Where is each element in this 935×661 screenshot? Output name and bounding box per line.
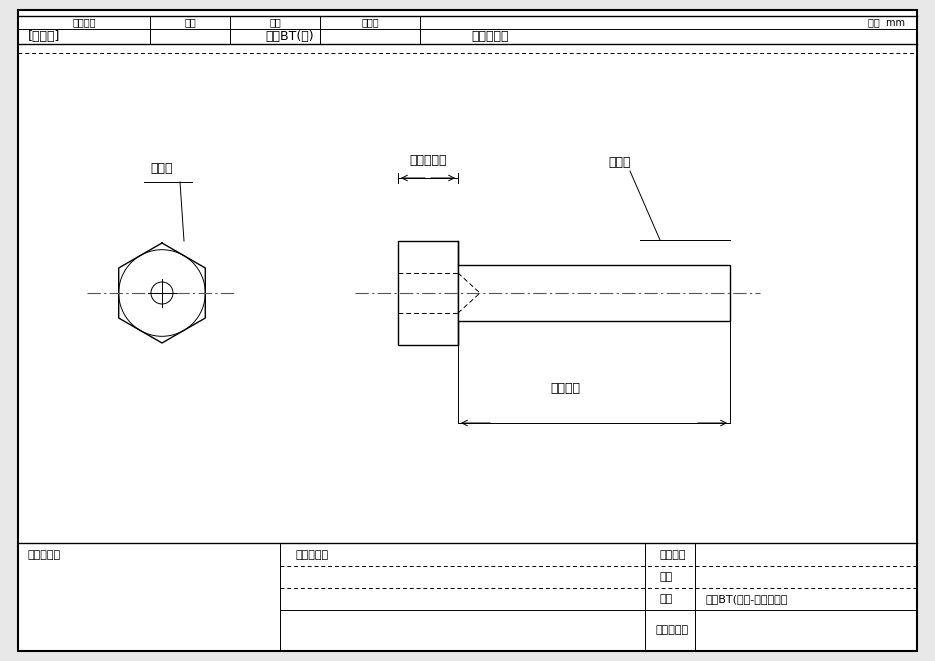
Text: 材質: 材質 [184, 17, 195, 28]
Text: 材質: 材質 [660, 572, 673, 582]
Bar [398, 241, 458, 345]
Text: 六角BT(半）-頭部タップ: 六角BT(半）-頭部タップ [705, 594, 787, 604]
Text: 部署・氏名: 部署・氏名 [28, 550, 61, 560]
Text: 見積り情報: 見積り情報 [295, 550, 328, 560]
Text: 表面処理: 表面処理 [660, 550, 686, 560]
Text: ねじ径: ねじ径 [151, 161, 173, 175]
Text: タップ深さ: タップ深さ [410, 155, 447, 167]
Text: 六角BT(半): 六角BT(半) [266, 30, 314, 43]
Text: ねじ径: ねじ径 [609, 157, 631, 169]
Text: 首下長さ: 首下長さ [550, 381, 580, 395]
Text: より追加工: より追加工 [471, 30, 509, 43]
Text: 表面処理: 表面処理 [72, 17, 95, 28]
Text: 品名: 品名 [660, 594, 673, 604]
Text: 品名: 品名 [269, 17, 280, 28]
Text: 単位  mm: 単位 mm [868, 17, 905, 28]
Text: サイズ: サイズ [361, 17, 379, 28]
Bar [458, 265, 730, 321]
Text: [支給品]: [支給品] [28, 30, 61, 43]
Text: ㈱吉川商工: ㈱吉川商工 [655, 625, 688, 635]
